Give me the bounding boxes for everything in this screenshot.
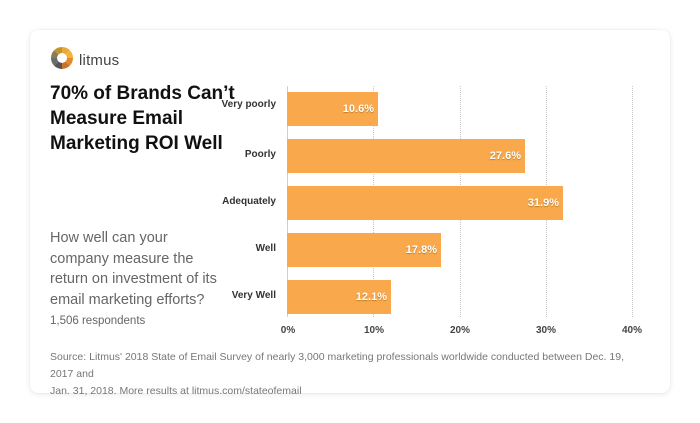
gridline-40 [632, 86, 633, 317]
x-tick-label: 0% [280, 325, 296, 336]
bar-value-label: 17.8% [405, 244, 437, 256]
category-label: Very Well [231, 290, 276, 301]
brand-name: litmus [79, 52, 120, 69]
source-line-2: Jan. 31, 2018. More results at litmus.co… [50, 385, 302, 397]
bar-value-label: 27.6% [489, 150, 521, 162]
chart-title: 70% of Brands Can’t Measure Email Market… [50, 83, 235, 154]
chart-card: litmus 70% of Brands Can’t Measure Email… [30, 30, 670, 397]
bar-adequately: 31.9% [287, 186, 563, 220]
x-tick-label: 20% [449, 325, 471, 336]
litmus-sunburst-icon [50, 46, 74, 75]
bar-very-well: 12.1% [287, 280, 391, 314]
respondent-count: 1,506 respondents [50, 315, 146, 327]
source-note: Source: Litmus' 2018 State of Email Surv… [50, 349, 650, 400]
category-label: Very poorly [221, 99, 276, 110]
source-line-1: Source: Litmus' 2018 State of Email Surv… [50, 351, 624, 380]
category-label: Well [255, 243, 276, 254]
bar-value-label: 10.6% [342, 103, 374, 115]
survey-question: How well can your company measure the re… [50, 230, 217, 308]
bar-chart: Very poorly 10.6% Poorly 27.6% Adequatel… [30, 30, 670, 350]
bar-very-poorly: 10.6% [287, 92, 378, 126]
bar-well: 17.8% [287, 233, 441, 267]
bar-poorly: 27.6% [287, 139, 525, 173]
brand-logo: litmus [50, 46, 119, 75]
x-tick-label: 30% [535, 325, 557, 336]
bar-value-label: 31.9% [527, 197, 559, 209]
category-label: Adequately [222, 196, 276, 207]
x-tick-label: 10% [363, 325, 385, 336]
bar-value-label: 12.1% [355, 291, 387, 303]
category-label: Poorly [244, 149, 276, 160]
x-tick-label: 40% [621, 325, 643, 336]
